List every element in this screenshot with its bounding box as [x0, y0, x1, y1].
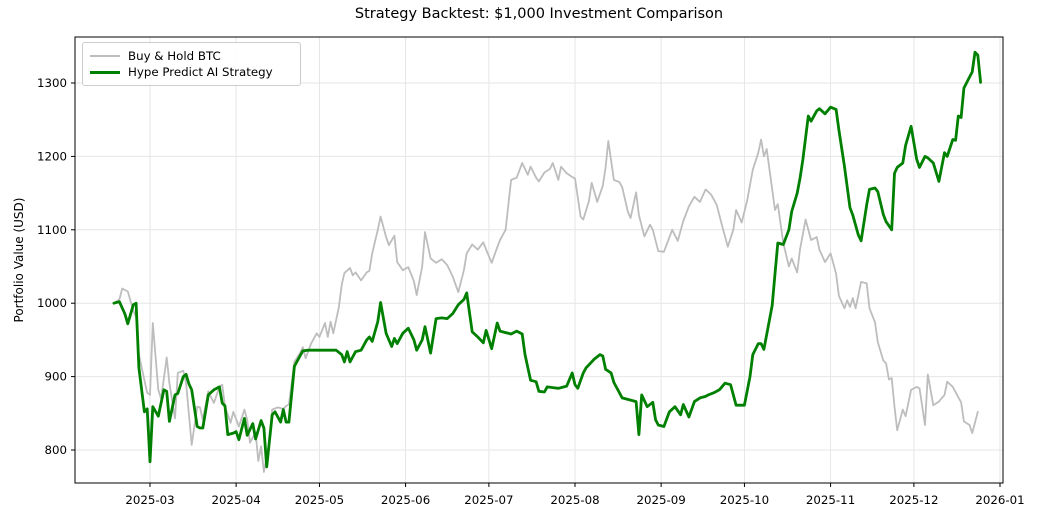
- x-tick-label: 2025-06: [381, 493, 430, 507]
- x-tick-label: 2025-09: [636, 493, 685, 507]
- x-tick-label: 2025-03: [125, 493, 174, 507]
- x-tick-label: 2025-08: [550, 493, 599, 507]
- x-tick-label: 2025-05: [295, 493, 344, 507]
- y-tick-label: 1100: [37, 223, 67, 237]
- x-tick-label: 2025-11: [806, 493, 855, 507]
- legend: Buy & Hold BTC Hype Predict AI Strategy: [82, 42, 301, 86]
- legend-label-strategy: Hype Predict AI Strategy: [128, 65, 273, 79]
- y-tick-label: 800: [44, 443, 67, 457]
- x-tick-label: 2026-01: [975, 493, 1024, 507]
- series-line-strategy: [112, 50, 982, 469]
- y-tick-label: 1000: [37, 296, 67, 310]
- y-axis-label: Portfolio Value (USD): [12, 197, 26, 323]
- x-tick-label: 2025-04: [211, 493, 260, 507]
- legend-label-buy-hold: Buy & Hold BTC: [128, 49, 221, 63]
- x-tick-label: 2025-07: [464, 493, 513, 507]
- legend-line-sample-strategy: [90, 70, 120, 74]
- series-line-buy-hold: [113, 138, 979, 473]
- x-tick-label: 2025-12: [889, 493, 938, 507]
- y-tick-label: 1300: [37, 76, 67, 90]
- y-tick-label: 1200: [37, 149, 67, 163]
- legend-line-sample-buy-hold: [90, 55, 120, 57]
- legend-entry-buy-hold: Buy & Hold BTC: [90, 48, 290, 64]
- legend-entry-strategy: Hype Predict AI Strategy: [90, 64, 290, 80]
- plot-border: [74, 36, 1004, 484]
- chart-title: Strategy Backtest: $1,000 Investment Com…: [354, 6, 724, 22]
- x-tick-label: 2025-10: [720, 493, 769, 507]
- y-tick-label: 900: [44, 370, 67, 384]
